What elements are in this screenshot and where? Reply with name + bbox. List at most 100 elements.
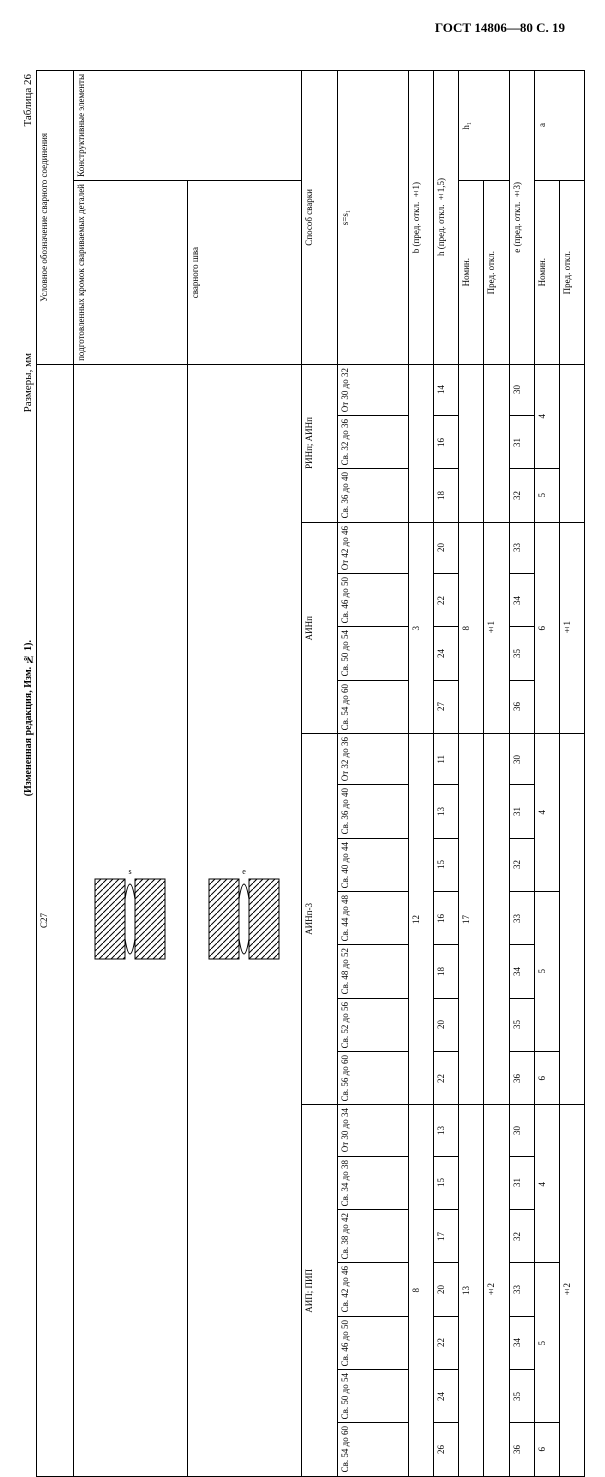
table-cell: 12 bbox=[409, 733, 434, 1104]
s-cell: Св. 36 до 40 bbox=[340, 786, 350, 836]
table-cell: Св. 32 до 36 bbox=[338, 416, 409, 469]
anom-cell: 6 bbox=[537, 1074, 547, 1083]
table-cell: 22 bbox=[434, 1051, 459, 1104]
e-cell: 35 bbox=[512, 1390, 522, 1403]
s-cell: Св. 54 до 60 bbox=[340, 1424, 350, 1474]
h-cell: 22 bbox=[436, 1336, 446, 1349]
h-cell: 20 bbox=[436, 1018, 446, 1031]
table-cell: 8 bbox=[409, 1105, 434, 1476]
table-cell: 30 bbox=[509, 364, 534, 415]
table-cell: РИНп; АИНп bbox=[301, 364, 338, 522]
th-h: h (пред. откл. ±1,5) bbox=[436, 176, 446, 258]
table-cell: От 42 до 46 bbox=[338, 522, 409, 573]
table-cell: 3 bbox=[409, 522, 434, 733]
table-cell: АИП; ПИП bbox=[301, 1105, 338, 1476]
table-cell: 27 bbox=[434, 680, 459, 733]
h-cell: 24 bbox=[436, 1390, 446, 1403]
table-cell: 18 bbox=[434, 469, 459, 522]
table-cell bbox=[459, 364, 484, 522]
e-cell: 36 bbox=[512, 700, 522, 713]
e-cell: 30 bbox=[512, 753, 522, 766]
h-cell: 11 bbox=[436, 753, 446, 766]
e-cell: 35 bbox=[512, 647, 522, 660]
table-cell: 26 bbox=[434, 1423, 459, 1476]
table-cell: 13 bbox=[434, 785, 459, 838]
table-cell: АИНп-3 bbox=[301, 733, 338, 1104]
e-cell: 33 bbox=[512, 1283, 522, 1296]
table-cell: 15 bbox=[434, 1156, 459, 1209]
s-cell: Св. 56 до 60 bbox=[340, 1053, 350, 1103]
table-cell: 18 bbox=[434, 945, 459, 998]
table-cell: 5 bbox=[534, 469, 559, 522]
table-cell: 22 bbox=[434, 1316, 459, 1369]
table-cell: 31 bbox=[509, 416, 534, 469]
table-cell: С27 bbox=[37, 364, 74, 1476]
method-cell: АИП; ПИП bbox=[304, 1267, 314, 1315]
method-cell: АИНп-3 bbox=[304, 901, 314, 937]
h1tol-cell: ±1 bbox=[486, 619, 496, 638]
table-cell: 4 bbox=[534, 733, 559, 891]
th-h1: h₁ bbox=[461, 120, 471, 132]
table-cell: 16 bbox=[434, 891, 459, 944]
h-cell: 27 bbox=[436, 700, 446, 713]
table-caption: Таблица 26 bbox=[22, 74, 34, 127]
table-cell: 4 bbox=[534, 364, 559, 469]
th-h1-pred: Пред. откл. bbox=[486, 249, 496, 296]
h-cell: 20 bbox=[436, 541, 446, 554]
main-table: Условное обозначение сварного соединения… bbox=[36, 70, 585, 1477]
table-cell bbox=[409, 364, 434, 522]
table-cell bbox=[559, 364, 584, 522]
table-cell: Св. 54 до 60 bbox=[338, 1423, 409, 1476]
table-cell: Св. 50 до 54 bbox=[338, 627, 409, 680]
table-cell: 4 bbox=[534, 1105, 559, 1263]
table-cell: Св. 48 до 52 bbox=[338, 945, 409, 998]
table-cell: 13 bbox=[434, 1105, 459, 1156]
e-cell: 30 bbox=[512, 1124, 522, 1137]
table-cell: ±2 bbox=[559, 1105, 584, 1476]
table-cell: Св. 42 до 46 bbox=[338, 1263, 409, 1316]
table-cell: ±1 bbox=[484, 522, 509, 733]
h-cell: 13 bbox=[436, 1124, 446, 1137]
e-cell: 32 bbox=[512, 858, 522, 871]
table-cell: 36 bbox=[509, 1423, 534, 1476]
table-cell: 15 bbox=[434, 838, 459, 891]
table-cell: От 30 до 34 bbox=[338, 1105, 409, 1156]
table-cell: 17 bbox=[434, 1209, 459, 1262]
table-cell: 34 bbox=[509, 945, 534, 998]
e-cell: 36 bbox=[512, 1072, 522, 1085]
table-cell: 20 bbox=[434, 998, 459, 1051]
th-a: a bbox=[537, 121, 547, 129]
table-cell: 5 bbox=[534, 1263, 559, 1423]
h-cell: 16 bbox=[436, 912, 446, 925]
s-cell: Св. 46 до 50 bbox=[340, 1318, 350, 1368]
s-cell: Св. 34 до 38 bbox=[340, 1158, 350, 1208]
th-seam: сварного шва bbox=[190, 245, 200, 300]
table-cell: 33 bbox=[509, 522, 534, 573]
table-cell: 30 bbox=[509, 733, 534, 784]
table-cell: От 30 до 32 bbox=[338, 364, 409, 415]
s-cell: Св. 44 до 48 bbox=[340, 893, 350, 943]
s-cell: Св. 42 до 46 bbox=[340, 1264, 350, 1314]
h-cell: 15 bbox=[436, 1176, 446, 1189]
table-cell: 17 bbox=[459, 733, 484, 1104]
h-cell: 22 bbox=[436, 1072, 446, 1085]
table-cell: 6 bbox=[534, 522, 559, 733]
atol-cell: ±1 bbox=[562, 619, 572, 638]
table-row: С27 s e РИНп; АИНпОт 30 до 3214304 bbox=[37, 364, 585, 415]
table-cell: ±2 bbox=[484, 1105, 509, 1476]
table-cell: 22 bbox=[434, 573, 459, 626]
s-cell: Св. 46 до 50 bbox=[340, 575, 350, 625]
h-cell: 13 bbox=[436, 805, 446, 818]
table-cell: 34 bbox=[509, 573, 534, 626]
table-cell: Св. 36 до 40 bbox=[338, 469, 409, 522]
svg-text:e: e bbox=[242, 867, 246, 876]
s-cell: От 30 до 32 bbox=[340, 366, 350, 414]
table-cell: 35 bbox=[509, 1369, 534, 1422]
s-cell: Св. 50 до 54 bbox=[340, 628, 350, 678]
anom-cell: 5 bbox=[537, 491, 547, 500]
h1nom-cell: 8 bbox=[461, 624, 471, 633]
h1tol-cell: ±2 bbox=[486, 1281, 496, 1300]
e-cell: 33 bbox=[512, 912, 522, 925]
table-body: С27 s e РИНп; АИНпОт 30 до 3214304Св. 32… bbox=[37, 364, 585, 1476]
svg-text:s: s bbox=[129, 867, 132, 876]
